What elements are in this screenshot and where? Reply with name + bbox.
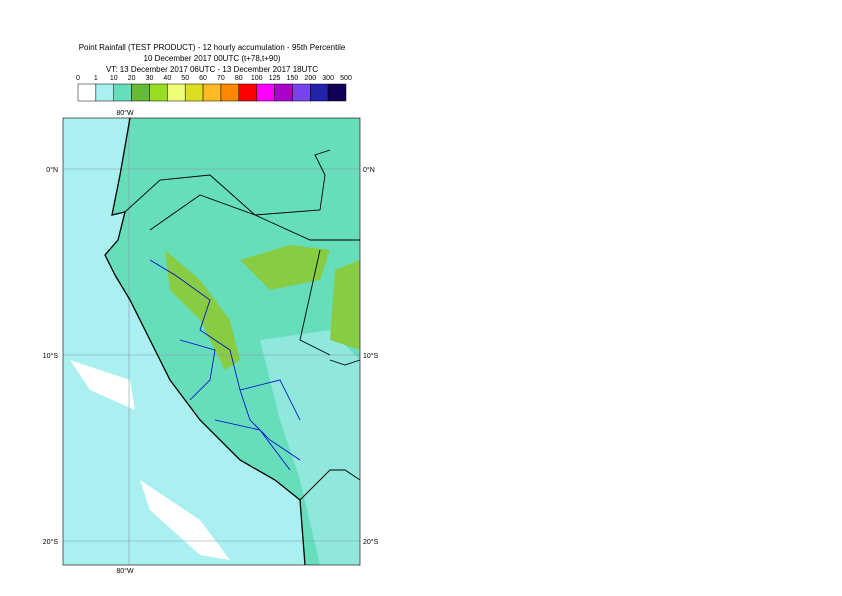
title: Point Rainfall (TEST PRODUCT) - 12 hourl… [79, 43, 346, 52]
legend-swatch [238, 83, 257, 102]
legend-swatch [184, 83, 204, 102]
legend-swatch [310, 83, 329, 102]
lat-label: 20°S [43, 538, 59, 546]
lat-label: 20°S [363, 538, 379, 546]
heavy-rain-band [165, 250, 240, 370]
legend-swatch [274, 83, 293, 102]
frame [62, 117, 361, 566]
lon-label: 80°W [116, 567, 134, 575]
legend-swatch [167, 83, 186, 102]
legend-swatch [327, 83, 347, 102]
lat-label: 10°S [43, 352, 59, 360]
legend-tick-label: 125 [269, 75, 281, 82]
light-rain-area [260, 330, 360, 565]
dry-area [140, 480, 230, 560]
region-borders [149, 259, 301, 471]
lat-label: 10°S [363, 352, 379, 360]
valid-time: VT: 13 December 2017 06UTC - 13 December… [106, 65, 318, 74]
legend-swatch [77, 83, 97, 102]
legend-tick-label: 500 [340, 75, 352, 82]
heavy-rain-east [330, 260, 360, 350]
legend-swatch [113, 83, 132, 102]
heavy-rain-area [240, 245, 330, 290]
legend-swatch [202, 83, 222, 102]
legend-tick-label: 1 [94, 75, 98, 82]
legend-tick-label: 0 [76, 75, 80, 82]
legend-swatch [292, 83, 311, 102]
lat-label: 0°N [363, 166, 375, 174]
legend-swatch [220, 83, 240, 102]
legend-swatch [95, 83, 114, 102]
legend-tick-label: 80 [235, 75, 243, 82]
coastline [104, 117, 306, 566]
lon-label: 80°W [116, 109, 134, 117]
legend-tick-label: 30 [146, 75, 154, 82]
legend-swatch [149, 83, 168, 102]
legend-tick-label: 10 [110, 75, 118, 82]
base-time: 10 December 2017 00UTC (t+78,t+90) [144, 54, 281, 63]
legend: 0 1 10 20 30 40 50 60 70 80 100 125 150 200 300 500 [76, 75, 352, 102]
legend-tick-label: 60 [199, 75, 207, 82]
legend-tick-label: 200 [304, 75, 316, 82]
legend-tick-label: 20 [128, 75, 136, 82]
legend-tick-label: 150 [287, 75, 299, 82]
legend-swatch [256, 83, 275, 102]
lat-label: 0°N [46, 166, 58, 174]
legend-tick-label: 300 [322, 75, 334, 82]
legend-tick-label: 40 [163, 75, 171, 82]
country-borders [124, 149, 361, 501]
legend-tick-label: 50 [181, 75, 189, 82]
dry-area [70, 360, 135, 410]
legend-tick-label: 100 [251, 75, 263, 82]
legend-swatch [131, 83, 150, 102]
graticule [63, 118, 360, 565]
legend-tick-label: 70 [217, 75, 225, 82]
map-panel [62, 117, 361, 566]
